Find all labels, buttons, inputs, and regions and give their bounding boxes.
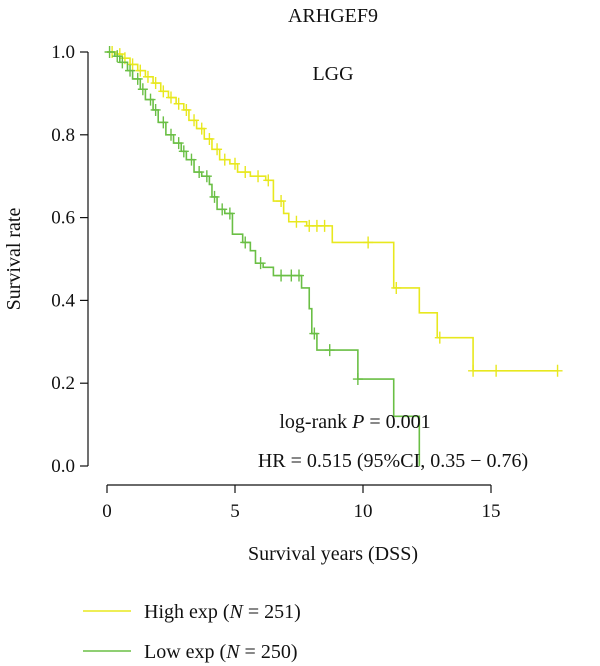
censor-mark: [166, 128, 176, 141]
censor-mark: [434, 331, 445, 344]
censor-mark: [276, 269, 287, 282]
y-axis-ticks: 0.0 0.2 0.4 0.6 0.8 1.0: [51, 42, 88, 477]
censor-mark: [240, 236, 251, 249]
censor-mark: [125, 64, 136, 77]
censor-mark: [217, 203, 228, 216]
y-tick-label: 1.0: [51, 42, 75, 63]
censor-mark: [158, 116, 169, 129]
censor-mark: [204, 132, 215, 145]
censor-mark: [137, 83, 148, 96]
censor-mark: [150, 77, 161, 90]
panel-label: LGG: [312, 63, 353, 85]
legend: High exp (N = 251) Low exp (N = 250): [83, 601, 301, 663]
censor-mark: [135, 64, 146, 77]
censor-mark: [117, 56, 128, 69]
x-tick-label: 5: [230, 501, 240, 522]
censor-mark: [263, 174, 274, 187]
legend-label: Low exp (N = 250): [144, 641, 298, 663]
censor-mark: [212, 143, 223, 156]
censor-mark: [309, 327, 320, 340]
chart-title: ARHGEF9: [288, 5, 378, 27]
censor-mark: [142, 70, 153, 83]
censor-mark: [189, 114, 200, 127]
censor-mark: [127, 58, 138, 71]
y-tick-label: 0.6: [51, 208, 75, 229]
censor-mark: [150, 103, 161, 116]
hr-annotation: HR = 0.515 (95%CI, 0.35 − 0.76): [258, 450, 528, 472]
y-tick-label: 0.0: [51, 456, 75, 477]
censor-mark: [112, 50, 123, 63]
x-tick-label: 0: [102, 501, 112, 522]
km-curve: [107, 51, 421, 466]
legend-item: High exp (N = 251): [83, 601, 301, 623]
censor-mark: [468, 364, 479, 377]
series-low: [104, 46, 421, 466]
y-tick-label: 0.4: [51, 290, 75, 311]
censor-mark: [291, 215, 302, 228]
censor-mark: [132, 72, 143, 85]
censor-mark: [186, 153, 197, 166]
censor-mark: [324, 344, 335, 357]
censor-mark: [145, 93, 156, 106]
censor-mark: [194, 166, 205, 179]
x-tick-label: 15: [482, 501, 501, 522]
logrank-annotation: log-rank P = 0.001: [279, 411, 430, 433]
series-high: [107, 46, 563, 377]
censor-mark: [181, 103, 192, 116]
censor-mark: [196, 122, 207, 135]
censor-mark: [491, 364, 502, 377]
censor-mark: [104, 46, 115, 58]
censor-mark: [319, 219, 330, 232]
censor-mark: [253, 170, 264, 183]
censor-mark: [255, 257, 266, 270]
series-layer: [104, 46, 563, 466]
censor-mark: [276, 195, 287, 208]
censor-mark: [552, 364, 563, 377]
censor-mark: [240, 166, 251, 179]
censor-mark: [178, 145, 189, 158]
censor-mark: [173, 97, 184, 110]
censor-mark: [363, 236, 374, 249]
legend-item: Low exp (N = 250): [83, 641, 298, 663]
censor-mark: [391, 281, 402, 294]
censor-mark: [352, 373, 363, 386]
censor-mark: [219, 153, 230, 166]
censor-mark: [166, 91, 176, 104]
x-axis-title: Survival years (DSS): [248, 543, 418, 565]
y-axis-title: Survival rate: [3, 208, 25, 311]
x-axis-ticks: 0 5 10 15: [102, 485, 501, 522]
legend-label: High exp (N = 251): [144, 601, 301, 623]
censor-mark: [230, 157, 240, 170]
censor-mark: [209, 190, 220, 203]
censor-mark: [294, 269, 304, 282]
y-tick-label: 0.8: [51, 125, 75, 146]
censor-mark: [173, 137, 184, 150]
x-tick-label: 10: [354, 501, 373, 522]
km-curve: [107, 51, 558, 372]
censor-mark: [158, 85, 169, 98]
censor-mark: [201, 170, 212, 183]
y-tick-label: 0.2: [51, 373, 75, 394]
censor-mark: [224, 207, 235, 220]
